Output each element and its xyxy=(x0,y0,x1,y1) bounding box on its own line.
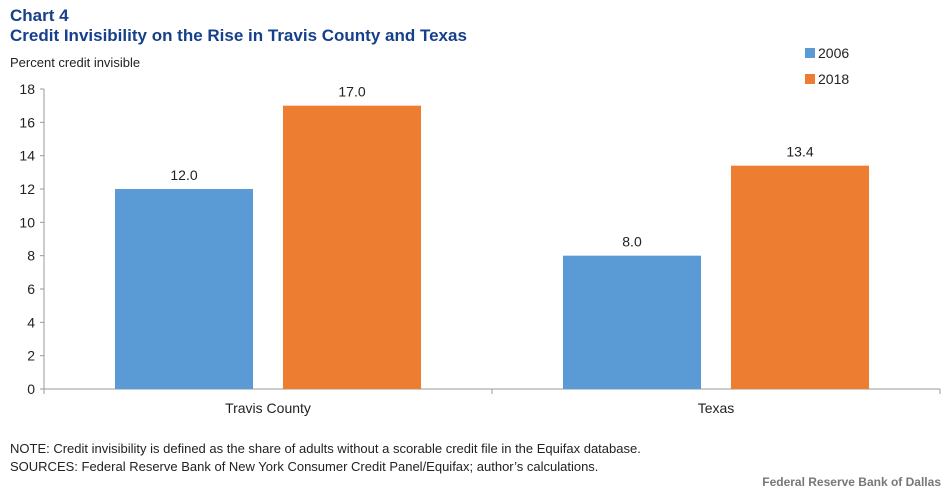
bar-2006-texas xyxy=(563,255,701,389)
data-label: 17.0 xyxy=(338,84,365,100)
y-tick-label: 10 xyxy=(19,214,35,230)
note-text: NOTE: Credit invisibility is defined as … xyxy=(10,441,641,456)
y-tick-label: 8 xyxy=(27,248,35,264)
chart-number: Chart 4 xyxy=(10,6,69,25)
x-category-label: Texas xyxy=(698,400,735,416)
y-tick-label: 12 xyxy=(19,181,35,197)
y-tick-label: 16 xyxy=(19,114,35,130)
legend: 2006 2018 xyxy=(805,45,849,87)
y-tick-label: 4 xyxy=(27,314,35,330)
data-labels: 12.0 17.0 8.0 13.4 xyxy=(170,84,813,250)
x-category-label: Travis County xyxy=(225,400,311,416)
y-tick-label: 0 xyxy=(27,381,35,397)
y-axis-unit-label: Percent credit invisible xyxy=(10,55,141,70)
bar-chart: 0 2 4 6 8 10 12 14 16 18 Travis County Texas 12.0 17… xyxy=(19,45,941,416)
chart-title: Credit Invisibility on the Rise in Travi… xyxy=(10,26,467,45)
bar-2006-travis-county xyxy=(115,189,253,389)
legend-label-2018: 2018 xyxy=(818,71,849,87)
legend-swatch-2006 xyxy=(805,48,815,58)
y-tick-label: 14 xyxy=(19,148,35,164)
data-label: 12.0 xyxy=(170,167,197,183)
sources-text: SOURCES: Federal Reserve Bank of New Yor… xyxy=(10,459,599,474)
legend-label-2006: 2006 xyxy=(818,45,849,61)
footnotes: NOTE: Credit invisibility is defined as … xyxy=(10,440,641,476)
bar-2018-travis-county xyxy=(283,105,421,390)
y-tick-label: 6 xyxy=(27,281,35,297)
bar-2018-texas xyxy=(731,165,869,389)
data-label: 13.4 xyxy=(786,144,813,160)
brand-text: Federal Reserve Bank of Dallas xyxy=(762,475,941,489)
y-tick-label: 18 xyxy=(19,81,35,97)
legend-swatch-2018 xyxy=(805,74,815,84)
y-tick-label: 2 xyxy=(27,348,35,364)
bars xyxy=(115,105,869,390)
data-label: 8.0 xyxy=(622,234,642,250)
